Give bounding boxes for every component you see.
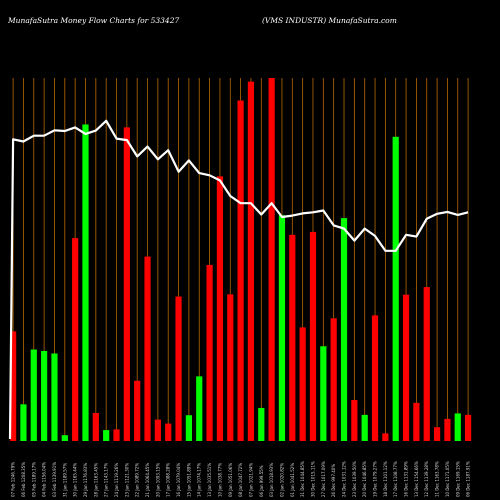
bar	[351, 399, 358, 441]
x-tick-label: 10 Dec 1171.05%	[445, 461, 450, 497]
x-tick-label: 10 Jan 1038.77%	[217, 463, 222, 497]
x-tick-label: 01 Jan 1041.52%	[290, 463, 295, 497]
bar	[340, 218, 348, 441]
x-tick-label: 20 Dec 1046.85%	[362, 461, 367, 497]
bar	[113, 429, 120, 441]
bar	[258, 407, 265, 441]
bar	[227, 294, 234, 441]
x-tick-label: 28 Jan 1163.45%	[93, 463, 98, 497]
bar	[175, 296, 182, 441]
bar	[206, 264, 213, 441]
x-tick-label: 03 Feb 1139.91%	[52, 462, 57, 497]
x-tick-label: 29 Jan 1176.83%	[83, 463, 88, 497]
x-tick-label: 09 Dec 1169.15%	[455, 461, 460, 497]
bar	[413, 402, 420, 441]
x-tick-label: 17 Jan 1088.28%	[166, 463, 171, 497]
bar	[382, 433, 389, 441]
bar	[10, 331, 17, 441]
bar	[361, 414, 368, 441]
x-tick-label: 31 Jan 1189.57%	[62, 463, 67, 497]
bar	[465, 414, 472, 441]
x-tick-label: 07 Feb 1246.79%	[11, 462, 16, 497]
x-tick-label: 05 Feb 1189.17%	[31, 462, 36, 497]
x-tick-label: 17 Dec 1108.77%	[393, 461, 398, 497]
bar	[371, 315, 379, 441]
bar	[330, 318, 337, 441]
x-tick-label: 13 Dec 1154.66%	[414, 461, 419, 497]
bar	[185, 415, 192, 441]
chart-title-right: (VMS INDUSTR) MunafaSutra.com	[262, 16, 397, 25]
bar	[154, 419, 161, 441]
x-tick-label: 06 Dec 1187.91%	[466, 461, 471, 497]
bar	[196, 376, 203, 441]
x-tick-label: 20 Jan 1093.15%	[155, 463, 160, 497]
bar	[216, 176, 224, 442]
bar	[20, 404, 27, 441]
x-tick-label: 24 Dec 1031.12%	[342, 461, 347, 497]
x-tick-label: 19 Dec 1079.27%	[373, 461, 378, 497]
bar	[61, 435, 68, 441]
bar	[92, 413, 99, 441]
x-tick-label: 02 Jan 1020.82%	[279, 463, 284, 497]
x-tick-labels: 07 Feb 1246.79% 06 Feb 1208.35% 05 Feb 118…	[11, 461, 471, 497]
x-tick-label: 11 Dec 1163.78%	[435, 461, 440, 497]
flow-line	[8, 119, 469, 440]
x-tick-label: 08 Jan 1047.72%	[238, 463, 243, 497]
bar	[165, 423, 172, 441]
bar	[51, 353, 58, 441]
x-tick-label: 26 Dec 997.40%	[331, 464, 336, 497]
bar	[237, 100, 244, 442]
x-tick-label: 16 Jan 1079.04%	[176, 463, 181, 497]
x-tick-label: 23 Jan 1121.30%	[124, 463, 129, 497]
x-tick-label: 09 Jan 1051.06%	[228, 463, 233, 497]
flow-line-path	[8, 119, 469, 440]
bar	[134, 380, 141, 441]
x-tick-label: 15 Jan 1051.89%	[186, 463, 191, 497]
bar	[444, 418, 451, 441]
bar	[433, 427, 441, 441]
bar	[454, 413, 461, 441]
bar	[320, 346, 327, 441]
x-tick-label: 16 Dec 1131.89%	[404, 461, 409, 497]
bars	[10, 78, 472, 442]
x-tick-label: 30 Dec 1015.11%	[310, 461, 315, 497]
bar	[289, 234, 296, 441]
x-tick-label: 14 Jan 1074.17%	[197, 463, 202, 497]
x-tick-label: 04 Feb 1156.04%	[42, 462, 47, 497]
bar	[41, 350, 48, 441]
x-tick-label: 24 Jan 1119.26%	[114, 463, 119, 497]
x-tick-label: 21 Jan 1064.45%	[145, 463, 150, 497]
bar	[299, 327, 306, 441]
x-tick-label: 12 Dec 1139.28%	[424, 461, 429, 497]
x-tick-label: 27 Dec 1017.09%	[321, 461, 326, 497]
bar	[247, 81, 255, 441]
x-tick-label: 27 Jan 1143.17%	[104, 463, 109, 497]
bar	[82, 124, 89, 442]
bar	[309, 231, 317, 441]
bar	[103, 430, 110, 441]
x-tick-label: 13 Jan 1035.51%	[207, 463, 212, 497]
x-tick-label: 06 Feb 1208.35%	[21, 462, 26, 497]
bar	[72, 238, 79, 441]
bar	[268, 78, 275, 441]
x-tick-label: 31 Dec 1044.85%	[300, 461, 305, 497]
bar	[402, 294, 410, 441]
x-tick-label: 07 Jan 1021.94%	[248, 463, 253, 497]
x-tick-label: 30 Jan 1165.44%	[73, 463, 78, 497]
x-tick-label: 03 Jan 1018.93%	[269, 463, 274, 497]
x-tick-label: 22 Jan 1089.72%	[135, 463, 140, 497]
bar	[278, 215, 286, 441]
bar	[123, 127, 130, 442]
bar	[30, 349, 37, 441]
x-tick-label: 18 Dec 1101.12%	[383, 461, 388, 497]
bar	[144, 256, 151, 441]
x-tick-label: 06 Jan 999.55%	[259, 465, 264, 497]
bar	[423, 287, 430, 441]
x-tick-label: 23 Dec 1039.50%	[352, 461, 357, 497]
chart-title-left: MunafaSutra Money Flow Charts for 533427	[7, 16, 179, 25]
bar	[392, 136, 399, 441]
